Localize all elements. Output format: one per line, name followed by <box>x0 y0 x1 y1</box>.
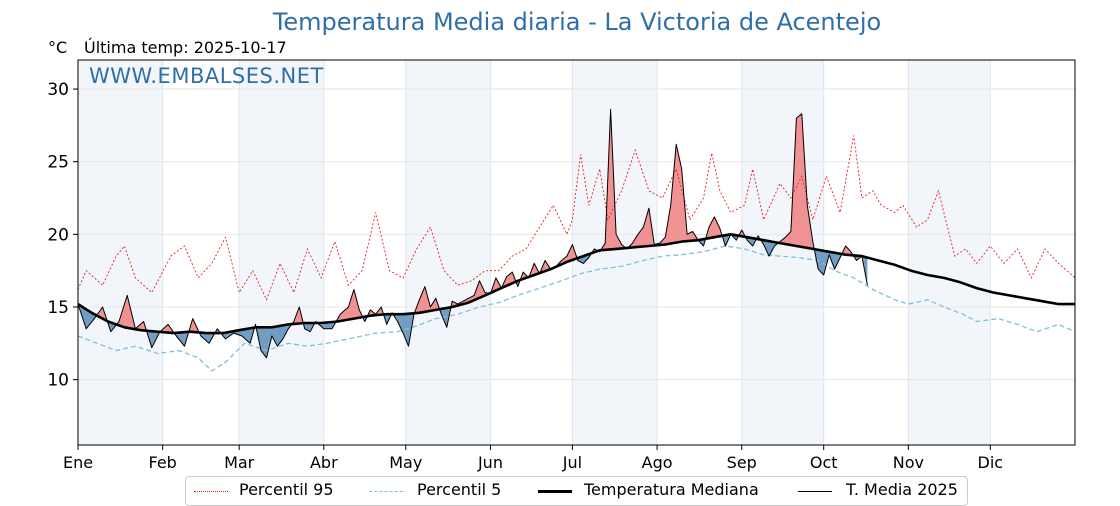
above-median-area <box>778 113 816 256</box>
legend-p95-swatch <box>194 491 228 492</box>
above-median-area <box>292 307 304 325</box>
month-band <box>405 60 491 445</box>
x-tick-label: Oct <box>810 453 838 472</box>
y-tick-label: 10 <box>47 371 69 391</box>
series-t-media-2025 <box>77 108 868 359</box>
legend-p5-label: Percentil 5 <box>417 480 502 499</box>
legend-current-swatch <box>798 491 832 492</box>
y-tick-label: 30 <box>47 80 69 100</box>
above-median-area <box>541 244 578 273</box>
legend-median-label: Temperatura Mediana <box>584 480 759 499</box>
x-tick-label: Mar <box>224 453 255 472</box>
above-median-area <box>491 272 517 293</box>
legend-p5-swatch <box>369 491 403 492</box>
above-median-area <box>190 318 200 334</box>
x-tick-label: Ago <box>642 453 673 472</box>
x-tick-label: Jul <box>562 453 582 472</box>
x-tick-label: Abr <box>310 453 338 472</box>
above-median-area <box>706 216 723 239</box>
x-tick-label: Sep <box>727 453 757 472</box>
legend-p95-label: Percentil 95 <box>239 480 334 499</box>
x-tick-label: Jun <box>477 453 503 472</box>
above-median-area <box>336 289 364 322</box>
y-tick-label: 15 <box>47 298 69 318</box>
month-band <box>908 60 991 445</box>
above-median-area <box>452 280 491 307</box>
below-median-area <box>79 304 98 329</box>
x-tick-label: Ene <box>63 453 93 472</box>
watermark: WWW.EMBALSES.NET <box>89 64 324 88</box>
series-percentil-5 <box>77 245 1076 372</box>
legend-current-label: T. Media 2025 <box>846 480 958 499</box>
legend: Percentil 95 Percentil 5 Temperatura Med… <box>185 476 968 506</box>
month-band <box>741 60 824 445</box>
x-tick-label: Nov <box>893 453 924 472</box>
y-unit-label: °C <box>48 38 68 57</box>
month-band <box>572 60 658 445</box>
x-tick-label: May <box>389 453 422 472</box>
y-tick-label: 20 <box>47 225 69 245</box>
series-percentil-95 <box>77 135 1076 301</box>
x-tick-label: Feb <box>149 453 177 472</box>
month-band <box>78 60 163 445</box>
below-median-area <box>760 239 779 257</box>
below-median-area <box>699 236 707 246</box>
above-median-area <box>415 286 440 314</box>
y-tick-label: 25 <box>47 153 69 173</box>
chart-title: Temperatura Media diaria - La Victoria d… <box>272 8 882 36</box>
month-band <box>239 60 324 445</box>
x-tick-label: Dic <box>978 453 1004 472</box>
temperature-chart: 10 15 20 25 30 Ene Feb Mar Abr May Jun Jul Ago Sep Oct… <box>47 59 1076 472</box>
series-temperatura-mediana <box>77 233 1075 335</box>
legend-median-swatch <box>538 490 572 493</box>
below-median-area <box>815 249 843 275</box>
last-temp-label: Última temp: 2025-10-17 <box>84 38 287 57</box>
plot-frame <box>77 59 1076 446</box>
